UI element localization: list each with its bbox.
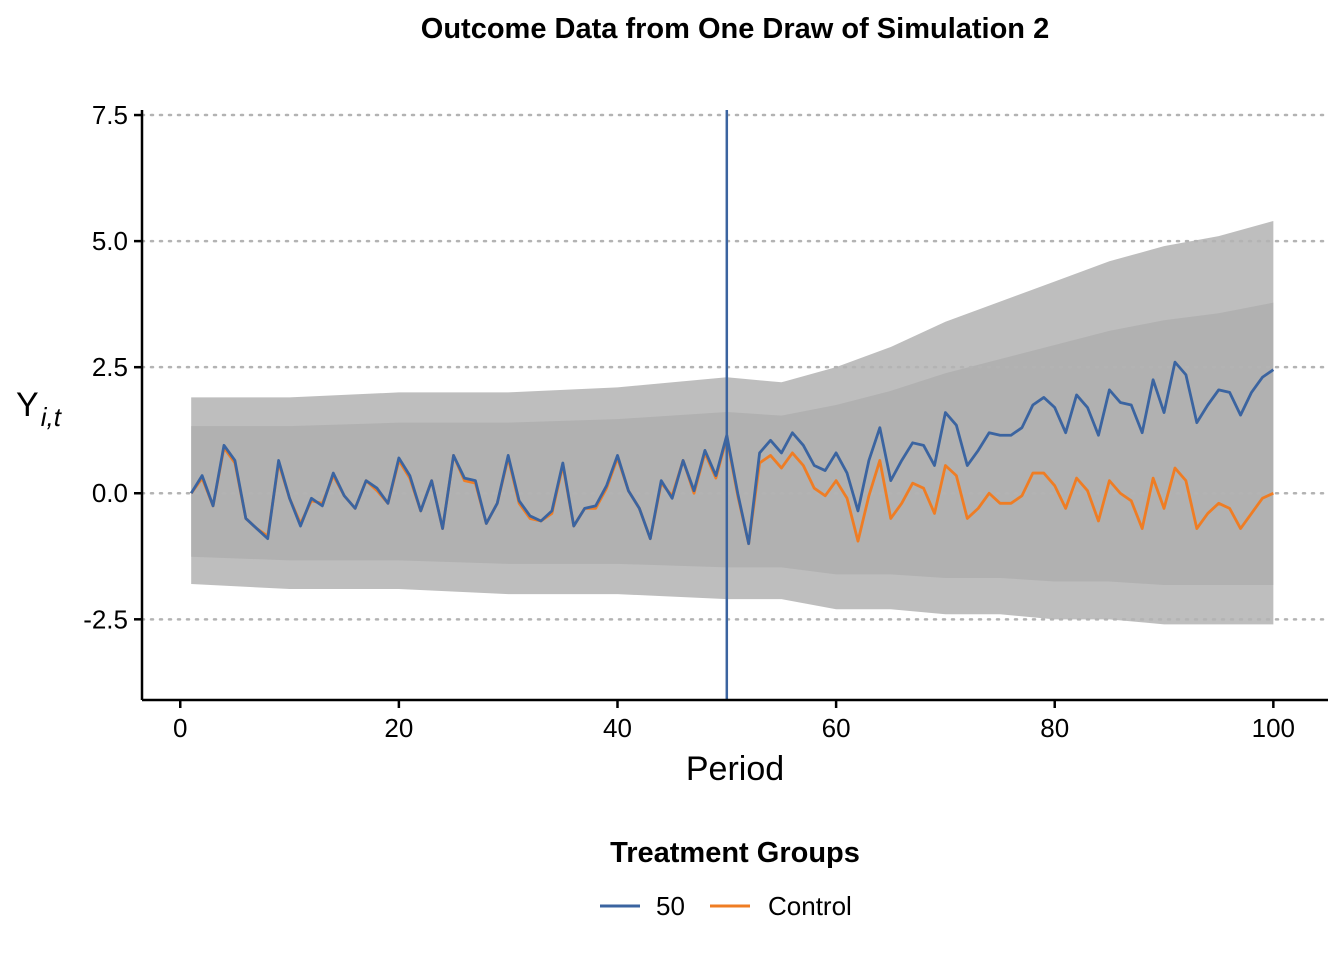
y-tick-label-3: 0.0 xyxy=(92,478,128,508)
x-tick-label-0: 0 xyxy=(173,713,187,743)
y-tick-label-2: 2.5 xyxy=(92,352,128,382)
legend-label-control: Control xyxy=(768,891,852,921)
series-line-50 xyxy=(189,360,1275,546)
legend-title: Treatment Groups xyxy=(610,837,860,869)
y-tick-label-1: 5.0 xyxy=(92,226,128,256)
x-tick-label-1: 20 xyxy=(384,713,413,743)
chart-title: Outcome Data from One Draw of Simulation… xyxy=(421,13,1049,45)
x-tick-label-5: 100 xyxy=(1252,713,1295,743)
legend-label-50: 50 xyxy=(656,891,685,921)
gridlines xyxy=(140,113,1330,621)
background-band-core xyxy=(191,302,1274,586)
y-axis-title: Yi,t xyxy=(16,386,63,432)
x-tick-label-2: 40 xyxy=(603,713,632,743)
x-axis-title: Period xyxy=(686,750,784,788)
x-tick-label-4: 80 xyxy=(1040,713,1069,743)
y-tick-label-0: 7.5 xyxy=(92,100,128,130)
y-axis-title-subscript: i,t xyxy=(41,402,63,432)
y-axis-title-main: Y xyxy=(16,386,39,424)
axes: 7.5 5.0 2.5 0.0 -2.5 0 20 40 60 80 100 xyxy=(83,100,1328,743)
legend: 50 Control xyxy=(600,891,852,921)
background-band-layer xyxy=(191,220,1274,625)
y-tick-label-4: -2.5 xyxy=(83,604,128,634)
series-layer xyxy=(189,360,1275,546)
x-tick-label-3: 60 xyxy=(822,713,851,743)
